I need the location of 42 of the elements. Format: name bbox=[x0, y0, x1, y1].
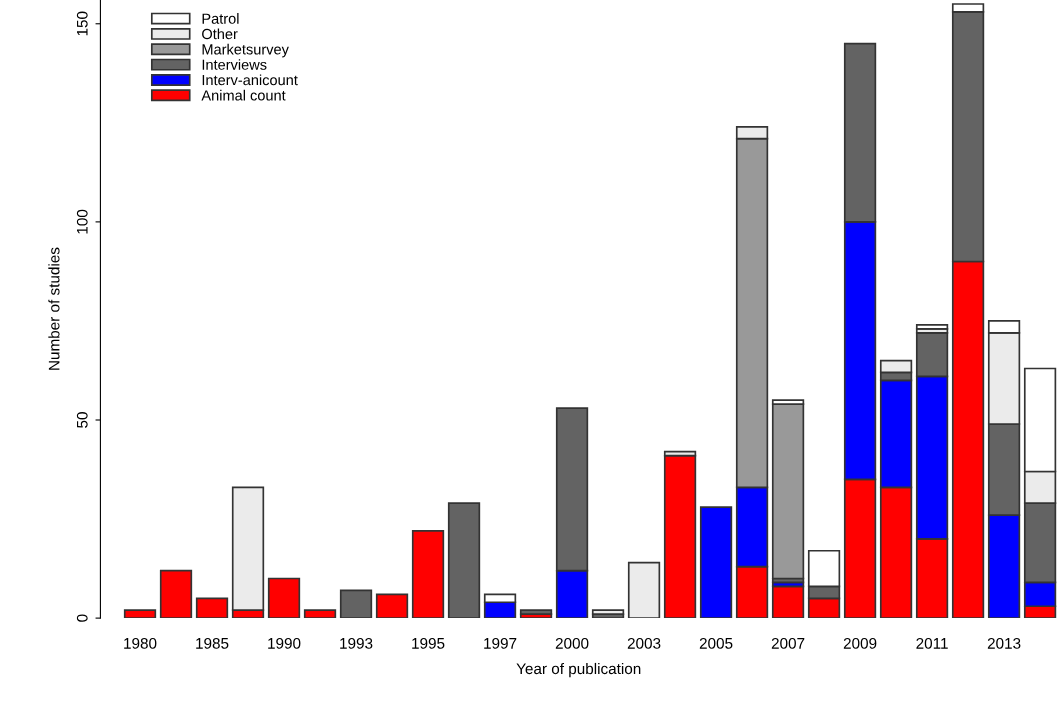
x-tick-label: 2009 bbox=[843, 637, 877, 649]
x-tick-label: 1985 bbox=[196, 637, 229, 649]
bar bbox=[771, 585, 805, 619]
bar bbox=[375, 593, 409, 619]
bar bbox=[411, 530, 445, 619]
legend-label: Marketsurvey bbox=[202, 43, 289, 58]
bar bbox=[627, 561, 661, 619]
x-tick-label: 2003 bbox=[627, 637, 661, 649]
x-tick-label: 1990 bbox=[268, 637, 301, 649]
bar bbox=[591, 609, 625, 615]
x-tick-label: 1997 bbox=[484, 637, 517, 649]
x-tick-label: 2007 bbox=[771, 637, 805, 649]
legend-label: Other bbox=[202, 28, 238, 40]
bar bbox=[519, 609, 553, 615]
x-axis-title: Year of publication bbox=[516, 662, 641, 678]
bar bbox=[663, 454, 697, 619]
x-tick-label: 1995 bbox=[412, 637, 445, 649]
legend-label: Patrol bbox=[202, 13, 239, 24]
x-tick-label: 1980 bbox=[124, 637, 157, 649]
x-tick-label: 2000 bbox=[555, 637, 589, 649]
x-tick-label: 2005 bbox=[699, 637, 733, 649]
x-tick-label: 1993 bbox=[340, 637, 373, 649]
bar bbox=[915, 324, 949, 330]
bar bbox=[699, 506, 733, 619]
bar bbox=[447, 502, 481, 619]
bar bbox=[771, 403, 805, 580]
y-tick-label: 150 bbox=[76, 11, 88, 36]
bar bbox=[195, 597, 229, 619]
legend-label: Interv-anicount bbox=[202, 74, 298, 86]
bar bbox=[159, 569, 193, 619]
y-tick-label: 0 bbox=[76, 614, 88, 622]
bar bbox=[303, 609, 337, 619]
legend-label: Animal count bbox=[201, 89, 286, 101]
y-tick-label: 100 bbox=[76, 209, 88, 234]
y-tick-label: 50 bbox=[76, 412, 88, 428]
y-axis-title: Number of studies bbox=[48, 247, 60, 370]
x-tick-label: 2013 bbox=[987, 637, 1021, 649]
legend-label: Interviews bbox=[202, 59, 267, 70]
bar bbox=[339, 589, 373, 619]
x-tick-label: 2011 bbox=[916, 637, 948, 649]
bar bbox=[267, 577, 301, 619]
bar bbox=[123, 609, 157, 619]
